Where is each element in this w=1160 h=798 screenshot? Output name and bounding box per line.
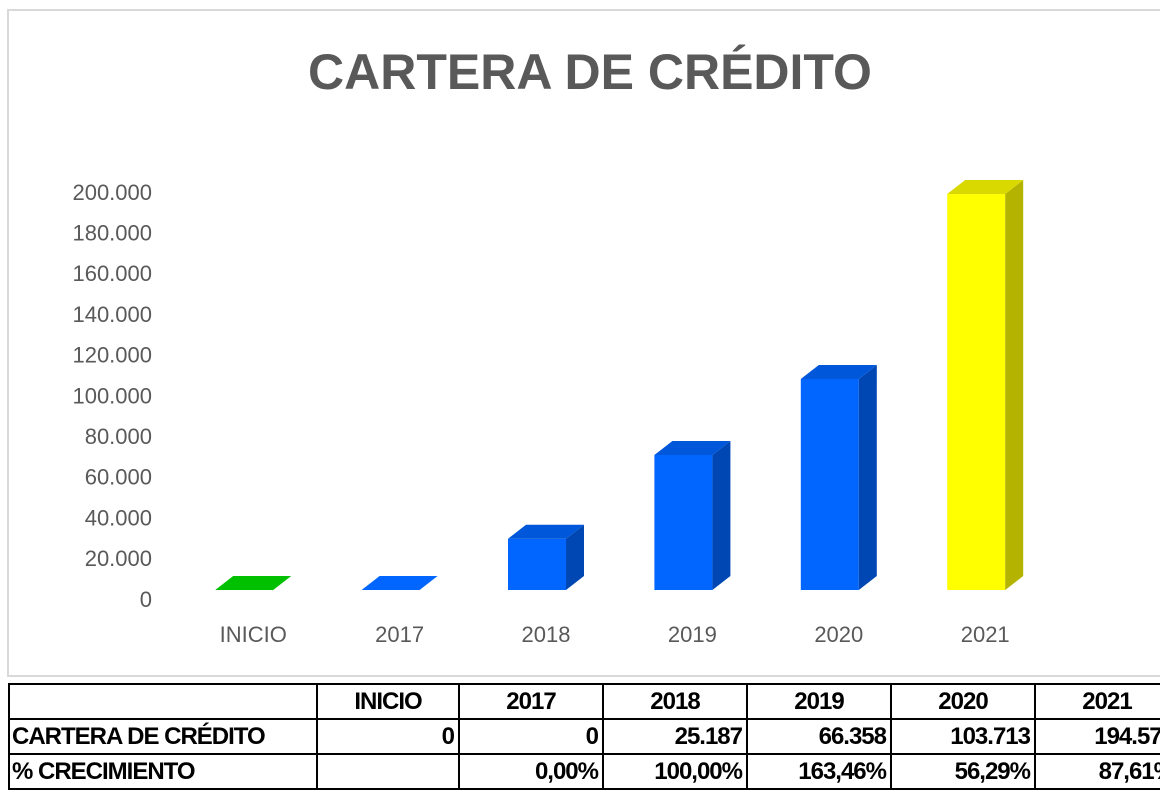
table-cell: 103.713 — [890, 718, 1036, 755]
bar-side — [1005, 180, 1024, 591]
y-tick-label: 60.000 — [85, 465, 152, 490]
table-cell: 25.187 — [602, 718, 748, 755]
y-tick-label: 40.000 — [85, 505, 152, 530]
y-tick-label: 0 — [140, 587, 152, 612]
table-cell — [8, 683, 318, 720]
bar — [508, 524, 584, 590]
bar-top — [947, 180, 1024, 195]
table-cell: 2017 — [458, 683, 604, 720]
bar-top — [215, 576, 292, 590]
bar-side — [566, 524, 584, 590]
table-cell: 2018 — [602, 683, 748, 720]
table-cell: 2021 — [1034, 683, 1160, 720]
table-header: INICIO 2017 2018 2019 2020 2021 — [8, 683, 1160, 720]
bar — [654, 440, 731, 590]
table-cell: INICIO — [316, 683, 460, 720]
bar-front — [654, 454, 713, 590]
table-cell: CARTERA DE CRÉDITO — [8, 718, 318, 755]
table-cell: 100,00% — [602, 753, 748, 790]
chart-title: CARTERA DE CRÉDITO — [308, 44, 872, 100]
bar — [215, 576, 292, 590]
bar-front — [800, 378, 859, 590]
x-tick-label: 2020 — [814, 622, 863, 647]
bar — [947, 180, 1024, 591]
table-cell: 87,61% — [1034, 753, 1160, 790]
bar-top — [654, 440, 731, 455]
table-cell: 163,46% — [746, 753, 892, 790]
y-tick-label: 20.000 — [85, 546, 152, 571]
bar-top — [361, 576, 438, 590]
y-tick-label: 160.000 — [72, 261, 152, 286]
y-tick-label: 120.000 — [72, 343, 152, 368]
y-tick-label: 200.000 — [72, 180, 152, 205]
table-cell: 0 — [458, 718, 604, 755]
table-row: CARTERA DE CRÉDITO 0 0 25.187 66.358 103.713 1… — [8, 718, 1160, 755]
data-table: INICIO 2017 2018 2019 2020 2021 CARTERA DE CRÉ… — [8, 683, 1160, 790]
bar-side — [858, 364, 877, 590]
table-row: % CRECIMIENTO 0,00% 100,00% 163,46% 56,29% 87… — [8, 753, 1160, 790]
chart: CARTERA DE CRÉDITO 0 20.000 40.000 60.000 80… — [7, 9, 1160, 677]
table-cell: 0,00% — [458, 753, 604, 790]
table-cell: 2019 — [746, 683, 892, 720]
y-tick-label: 100.000 — [72, 383, 152, 408]
table-cell: 2020 — [890, 683, 1036, 720]
y-tick-label: 80.000 — [85, 424, 152, 449]
table-cell: % CRECIMIENTO — [8, 753, 318, 790]
bar — [800, 364, 877, 590]
bar — [361, 576, 438, 590]
table-cell: 66.358 — [746, 718, 892, 755]
table-cell: 194.572 — [1034, 718, 1160, 755]
bar-top — [508, 524, 584, 539]
x-tick-label: 2017 — [375, 622, 424, 647]
table-cell: 0 — [316, 718, 460, 755]
y-tick-label: 140.000 — [72, 302, 152, 327]
x-tick-label: 2019 — [668, 622, 717, 647]
x-tick-label: INICIO — [220, 622, 287, 647]
y-tick-label: 180.000 — [72, 221, 152, 246]
bar-top — [800, 364, 877, 379]
bar-front — [947, 194, 1006, 591]
x-tick-label: 2021 — [961, 622, 1010, 647]
table-cell: 56,29% — [890, 753, 1036, 790]
bar-front — [508, 538, 566, 590]
bar-side — [712, 440, 731, 590]
table-cell — [316, 753, 460, 790]
x-tick-label: 2018 — [522, 622, 571, 647]
